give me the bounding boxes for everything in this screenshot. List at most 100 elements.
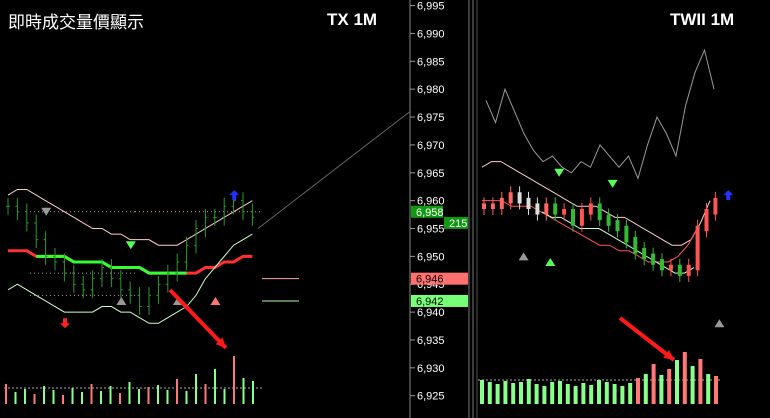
right-upper-band — [481, 161, 711, 246]
right-volume-tag — [444, 216, 468, 229]
right-volume-bar — [511, 383, 516, 404]
right-volume-bar — [659, 375, 664, 404]
right-volume-bar — [526, 379, 531, 404]
right-volume-bar — [675, 360, 679, 404]
left-price-tag — [411, 272, 468, 285]
right-volume-bar — [581, 383, 586, 404]
right-volume-bar — [651, 364, 656, 404]
left-volume-bar — [204, 384, 207, 404]
annotation-arrow-right — [618, 316, 676, 362]
left-volume-bar — [100, 391, 102, 404]
price-tick-label: 6,930 — [417, 363, 445, 375]
right-lower-band — [541, 211, 695, 274]
left-volume-bar — [233, 356, 235, 404]
right-candle-body — [588, 203, 593, 215]
right-volume-bar — [519, 382, 523, 404]
right-candle-body — [499, 197, 504, 209]
signal-triangle-up — [714, 319, 725, 328]
left-volume-bar — [147, 387, 150, 404]
price-tick-label: 6,950 — [417, 251, 445, 263]
right-candle-body — [544, 203, 549, 215]
right-volume-bar — [542, 386, 547, 404]
price-tick-label: 6,925 — [417, 391, 445, 403]
right-candle-body — [526, 197, 531, 209]
signal-triangle-up — [518, 252, 529, 261]
right-reference-line — [485, 48, 715, 180]
right-candle-body — [633, 236, 638, 254]
signal-triangle-down — [41, 207, 52, 216]
left-volume-bar — [166, 390, 169, 404]
left-volume-bar — [109, 386, 112, 404]
right-candle-body — [660, 259, 664, 271]
right-volume-bar — [643, 374, 648, 404]
price-tick-label: 6,970 — [417, 140, 445, 152]
left-volume-bar — [5, 384, 7, 404]
left-volume-bar — [52, 390, 55, 404]
right-candle-body — [508, 192, 513, 204]
left-upper-band — [7, 188, 253, 246]
right-volume-bar — [714, 376, 718, 404]
right-candle-body — [651, 253, 656, 265]
right-volume-bar — [612, 384, 617, 404]
left-volume-bar — [176, 379, 178, 404]
signal-triangle-up — [210, 296, 221, 305]
right-volume-bar — [565, 384, 570, 404]
right-price-tag — [411, 205, 443, 218]
sell-arrow-icon — [60, 318, 70, 329]
price-tick-label: 6,940 — [417, 307, 445, 319]
right-volume-bar — [503, 381, 508, 404]
right-candle-body — [624, 225, 629, 243]
left-symbol-label: TX 1M — [327, 10, 378, 29]
left-price-tag — [411, 294, 468, 307]
left-volume-bar — [252, 381, 254, 404]
annotation-arrow-left — [168, 288, 228, 350]
left-volume-bar — [195, 374, 197, 404]
left-volume-bar — [14, 392, 17, 404]
right-volume-bar — [667, 369, 672, 404]
right-candle-body — [535, 203, 540, 215]
left-center-band — [8, 249, 253, 275]
right-candle-body — [677, 264, 682, 276]
annotation-arrow-left-head — [215, 337, 226, 348]
price-tick-label: 6,960 — [417, 196, 445, 208]
annotation-arrow-right-head — [663, 350, 674, 360]
right-candle-body — [579, 209, 584, 226]
right-candle-body — [482, 203, 486, 209]
left-volume-bar — [62, 395, 64, 404]
right-volume-bar — [604, 382, 609, 404]
right-volume-bar — [550, 382, 555, 404]
left-volume-bar — [242, 378, 245, 404]
right-volume-bar — [636, 378, 640, 404]
right-price-tag-label: 6,958 — [416, 207, 444, 219]
right-volume-tag-label: 215 — [449, 218, 467, 230]
right-candle-body — [562, 209, 567, 215]
right-candle-body — [642, 248, 647, 260]
left-volume-bar — [185, 391, 188, 404]
buy-arrow-icon — [229, 190, 240, 201]
left-volume-bar — [90, 384, 93, 404]
left-lower-band — [7, 233, 253, 324]
right-volume-bar — [706, 374, 711, 404]
price-tick-label: 6,965 — [417, 168, 445, 180]
price-tick-label: 6,985 — [417, 56, 445, 68]
right-candle-body — [597, 203, 602, 221]
left-volume-bar — [119, 393, 121, 404]
right-volume-bar — [558, 381, 562, 404]
trend-connector-line — [257, 111, 411, 229]
right-volume-bar — [597, 380, 601, 404]
price-tick-label: 6,990 — [417, 28, 445, 40]
right-volume-bar — [682, 352, 687, 404]
price-tick-label: 6,975 — [417, 112, 445, 124]
right-candle-body — [713, 197, 718, 215]
left-volume-bar — [24, 389, 26, 404]
signal-triangle-down — [125, 241, 136, 250]
right-volume-bar — [698, 359, 703, 404]
left-volume-bar — [214, 369, 216, 404]
right-volume-bar — [620, 386, 625, 404]
left-price-tag-label: 6,942 — [416, 296, 444, 308]
left-volume-bar — [223, 389, 226, 404]
left-volume-bar — [157, 385, 159, 404]
right-candle-body — [553, 203, 558, 215]
right-candle-body — [686, 264, 691, 276]
